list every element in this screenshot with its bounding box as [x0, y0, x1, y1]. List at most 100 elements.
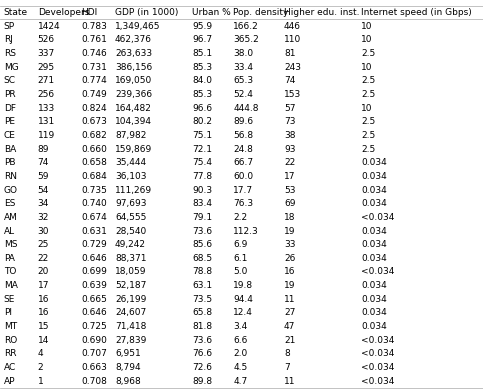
Text: 0.034: 0.034	[361, 199, 387, 208]
Text: <0.034: <0.034	[361, 336, 395, 345]
Text: 4.7: 4.7	[233, 377, 248, 386]
Text: AL: AL	[4, 227, 15, 236]
Text: 3.4: 3.4	[233, 322, 248, 331]
Text: ES: ES	[4, 199, 15, 208]
Text: 271: 271	[38, 76, 55, 85]
Text: 169,050: 169,050	[115, 76, 152, 85]
Text: 30: 30	[38, 227, 49, 236]
Text: 0.034: 0.034	[361, 322, 387, 331]
Text: 65.8: 65.8	[192, 309, 213, 318]
Text: 0.749: 0.749	[81, 90, 107, 99]
Text: 18: 18	[284, 213, 296, 222]
Text: 2: 2	[38, 363, 43, 372]
Text: 97,693: 97,693	[115, 199, 146, 208]
Text: 104,394: 104,394	[115, 117, 152, 126]
Text: 17: 17	[38, 281, 49, 290]
Text: 133: 133	[38, 103, 55, 113]
Text: 52,187: 52,187	[115, 281, 146, 290]
Text: 166.2: 166.2	[233, 22, 259, 31]
Text: 47: 47	[284, 322, 296, 331]
Text: 0.034: 0.034	[361, 254, 387, 263]
Text: 365.2: 365.2	[233, 35, 259, 44]
Text: MA: MA	[4, 281, 18, 290]
Text: 0.824: 0.824	[81, 103, 107, 113]
Text: Urban %: Urban %	[192, 8, 231, 17]
Text: 21: 21	[284, 336, 296, 345]
Text: RN: RN	[4, 172, 17, 181]
Text: 159,869: 159,869	[115, 145, 152, 154]
Text: 444.8: 444.8	[233, 103, 259, 113]
Text: 63.1: 63.1	[192, 281, 213, 290]
Text: 295: 295	[38, 63, 55, 72]
Text: 5.0: 5.0	[233, 267, 248, 276]
Text: State: State	[4, 8, 28, 17]
Text: 84.0: 84.0	[192, 76, 212, 85]
Text: 6.9: 6.9	[233, 240, 248, 249]
Text: 11: 11	[284, 377, 296, 386]
Text: 0.708: 0.708	[81, 377, 107, 386]
Text: 10: 10	[361, 63, 373, 72]
Text: 112.3: 112.3	[233, 227, 259, 236]
Text: 89.6: 89.6	[233, 117, 254, 126]
Text: 16: 16	[284, 267, 296, 276]
Text: 2.5: 2.5	[361, 49, 376, 58]
Text: 0.729: 0.729	[81, 240, 107, 249]
Text: 20: 20	[38, 267, 49, 276]
Text: AM: AM	[4, 213, 18, 222]
Text: SC: SC	[4, 76, 16, 85]
Text: 7: 7	[284, 363, 290, 372]
Text: BA: BA	[4, 145, 16, 154]
Text: 263,633: 263,633	[115, 49, 152, 58]
Text: 59: 59	[38, 172, 49, 181]
Text: 19: 19	[284, 281, 296, 290]
Text: 2.0: 2.0	[233, 349, 248, 358]
Text: 4.5: 4.5	[233, 363, 248, 372]
Text: 15: 15	[38, 322, 49, 331]
Text: 24.8: 24.8	[233, 145, 253, 154]
Text: 0.740: 0.740	[81, 199, 107, 208]
Text: 239,366: 239,366	[115, 90, 152, 99]
Text: 110: 110	[284, 35, 301, 44]
Text: 4: 4	[38, 349, 43, 358]
Text: 38: 38	[284, 131, 296, 140]
Text: 446: 446	[284, 22, 301, 31]
Text: 65.3: 65.3	[233, 76, 254, 85]
Text: 52.4: 52.4	[233, 90, 253, 99]
Text: 96.7: 96.7	[192, 35, 213, 44]
Text: PR: PR	[4, 90, 15, 99]
Text: 6.1: 6.1	[233, 254, 248, 263]
Text: 85.3: 85.3	[192, 63, 213, 72]
Text: 26,199: 26,199	[115, 295, 146, 304]
Text: 89.8: 89.8	[192, 377, 213, 386]
Text: 0.684: 0.684	[81, 172, 107, 181]
Text: DF: DF	[4, 103, 16, 113]
Text: 73: 73	[284, 117, 296, 126]
Text: 0.674: 0.674	[81, 213, 107, 222]
Text: 56.8: 56.8	[233, 131, 254, 140]
Text: RS: RS	[4, 49, 16, 58]
Text: PE: PE	[4, 117, 15, 126]
Text: 90.3: 90.3	[192, 185, 213, 194]
Text: 0.034: 0.034	[361, 240, 387, 249]
Text: <0.034: <0.034	[361, 267, 395, 276]
Text: 337: 337	[38, 49, 55, 58]
Text: 1424: 1424	[38, 22, 60, 31]
Text: 71,418: 71,418	[115, 322, 146, 331]
Text: 33.4: 33.4	[233, 63, 253, 72]
Text: 243: 243	[284, 63, 301, 72]
Text: 28,540: 28,540	[115, 227, 146, 236]
Text: 19: 19	[284, 227, 296, 236]
Text: 12.4: 12.4	[233, 309, 253, 318]
Text: 0.631: 0.631	[81, 227, 107, 236]
Text: 0.034: 0.034	[361, 309, 387, 318]
Text: 25: 25	[38, 240, 49, 249]
Text: MT: MT	[4, 322, 17, 331]
Text: 75.1: 75.1	[192, 131, 213, 140]
Text: 87,982: 87,982	[115, 131, 146, 140]
Text: 11: 11	[284, 295, 296, 304]
Text: 111,269: 111,269	[115, 185, 152, 194]
Text: 54: 54	[38, 185, 49, 194]
Text: 14: 14	[38, 336, 49, 345]
Text: 119: 119	[38, 131, 55, 140]
Text: PA: PA	[4, 254, 15, 263]
